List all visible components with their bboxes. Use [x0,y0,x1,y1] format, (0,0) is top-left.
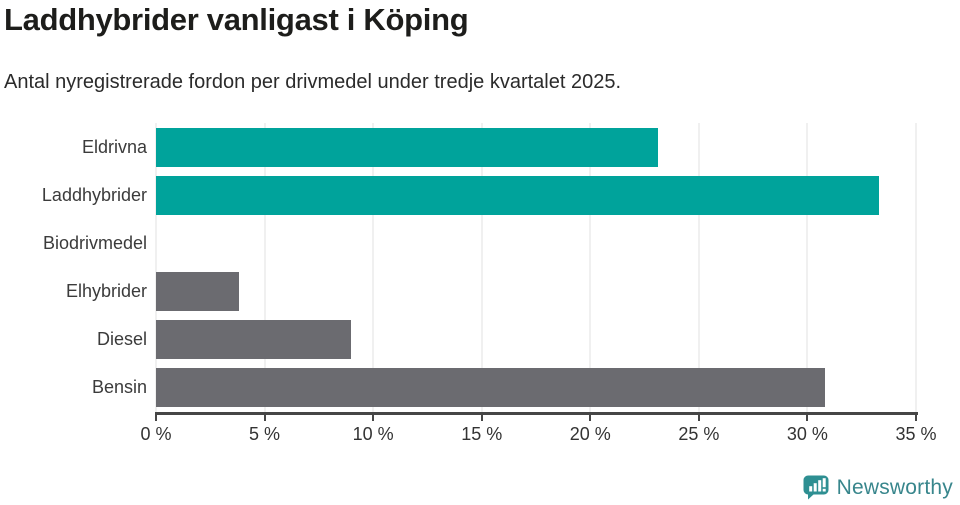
bar-row: Elhybrider [66,268,916,316]
chart-subtitle: Antal nyregistrerade fordon per drivmede… [4,71,622,93]
category-label: Diesel [96,329,147,350]
newsworthy-wordmark: Newsworthy [836,475,953,499]
gridline [915,123,917,412]
axis-tick [806,415,809,421]
bar-row: Eldrivna [82,123,916,171]
axis-tick [263,415,266,421]
axis-tick [155,415,157,421]
axis-tick [697,415,700,421]
x-axis-tick-labels: 0 % 5 % 10 % 15 % 20 % 25 % 30 % 35 % [140,424,936,448]
bar-diesel [156,320,352,360]
category-label: Biodrivmedel [42,232,147,253]
axis-tick [480,415,483,421]
x-tick-label: 10 % [352,424,394,444]
newsworthy-logo[interactable]: Newsworthy [803,474,953,501]
gridline [264,123,266,412]
category-label: Eldrivna [81,136,147,157]
x-tick-label: 0 % [140,424,172,444]
bar-row: Diesel [97,316,916,364]
chart-title: Laddhybrider vanligast i Köping [4,2,469,37]
bar-elhybrider [156,272,239,312]
bar-row: Biodrivmedel [43,219,916,267]
category-label: Elhybrider [65,281,147,302]
footer: Newsworthy [803,474,953,501]
axis-tick [589,415,592,421]
axis-tick [372,415,375,421]
bar-row: Bensin [92,364,916,412]
newsworthy-icon [803,475,829,500]
gridline [698,123,700,412]
x-tick-label: 5 % [249,424,281,444]
gridline [155,123,157,412]
x-axis-line [155,412,918,415]
x-tick-label: 15 % [461,424,503,444]
gridline [481,123,483,412]
gridline [589,123,591,412]
gridline [806,123,808,412]
category-label: Bensin [91,377,147,398]
bar-row: Laddhybrider [42,171,916,219]
gridline [372,123,374,412]
category-label: Laddhybrider [41,184,147,205]
axis-tick [915,415,917,421]
x-tick-label: 25 % [678,424,720,444]
x-tick-label: 20 % [569,424,611,444]
x-tick-label: 30 % [786,424,828,444]
x-tick-label: 35 % [895,424,937,444]
bar-laddhybrider [156,175,880,215]
plot-area: Eldrivna Laddhybrider Biodrivmedel Elhybrid… [42,123,918,421]
bar-bensin [156,368,825,408]
bar-rows: Eldrivna Laddhybrider Biodrivmedel Elhybrid… [42,123,916,412]
bar-eldrivna [156,127,658,167]
